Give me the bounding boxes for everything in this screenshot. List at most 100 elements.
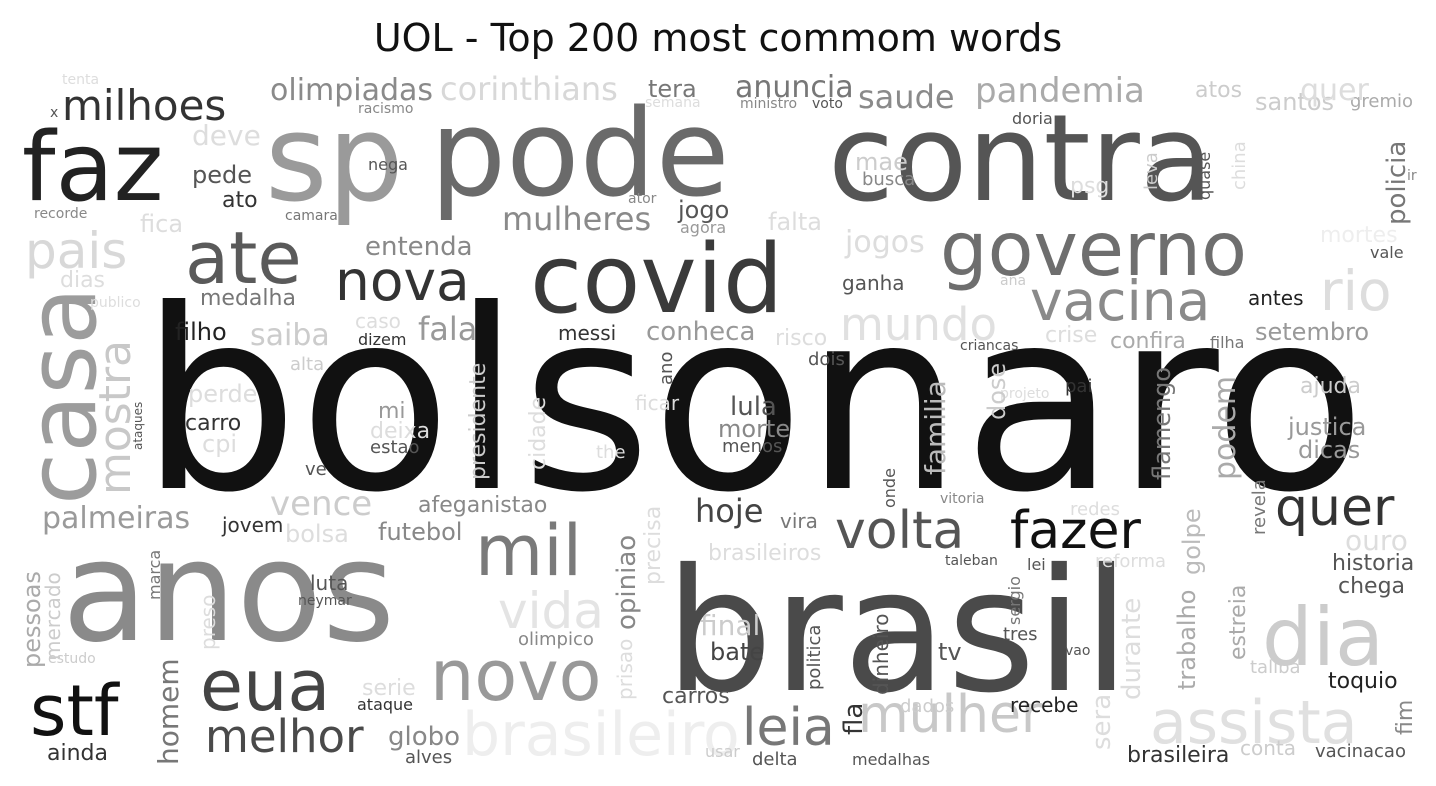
word-mil: mil [475,510,582,592]
word-flamengo: flamengo [1148,367,1176,480]
word-mercado: mercado [41,572,65,660]
word-governo: governo [940,205,1247,293]
word-quase: quase [1195,152,1214,200]
word-dados: dados [900,696,954,717]
word-ato: ato [222,188,258,213]
word-mae: mae [855,148,908,176]
word-durante: durante [1117,598,1147,700]
word-taliba: taliba [1250,657,1301,678]
word-mulher: mulher [858,685,1043,745]
word-fazer: fazer [1010,501,1141,561]
word-serie: serie [362,676,416,701]
word-preso: preso [196,595,220,650]
word-saiba: saiba [250,318,330,353]
word-tera: tera [648,75,697,103]
word-ministro: ministro [740,96,797,112]
word-gremio: gremio [1350,91,1413,112]
word-ir: ir [1407,168,1417,184]
word-ano: ano [656,352,677,385]
word-justica: justica [1287,413,1366,441]
word-racismo: racismo [358,101,413,117]
word-stf: stf [30,670,120,752]
word-faz: faz [22,113,164,223]
word-mostra: mostra [90,340,141,495]
word-usar: usar [705,742,740,761]
word-palmeiras: palmeiras [42,501,190,536]
word-tenta: tenta [62,72,99,88]
word-cidade: cidade [526,397,551,470]
word-santos: santos [1255,88,1334,116]
word-neymar: neymar [298,593,352,609]
word-corinthians: corinthians [440,70,618,108]
word-medalha: medalha [200,286,296,311]
word-leia: leia [742,698,835,758]
word-conta: conta [1240,736,1296,760]
word-pai: pai [1065,376,1092,397]
word-cpi: cpi [202,430,237,458]
word-pais: pais [25,222,127,280]
word-vida: vida [498,582,604,640]
word-the: the [596,442,626,463]
word-trabalho: trabalho [1173,590,1201,691]
word-jogos: jogos [844,225,925,260]
word-carro: carro [185,411,241,436]
word-novo: novo [430,635,601,717]
word-final: final [700,609,760,642]
word-ajuda: ajuda [1300,374,1361,399]
word-alta: alta [290,354,324,375]
word-anos: anos [62,511,395,674]
word-afeganistao: afeganistao [418,493,547,518]
word-falta: falta [768,208,822,236]
word-fica: fica [140,210,183,238]
word-marca: marca [145,550,164,600]
word-casa: casa [8,287,118,505]
word-pode: pode [430,85,730,224]
word-ator: ator [628,191,657,207]
word-vira: vira [780,509,818,533]
word-familia: familia [919,380,952,475]
word-luta: luta [310,571,348,595]
word-olimpico: olimpico [518,629,594,650]
word-china: china [1229,141,1250,190]
word-homem: homem [152,658,185,765]
word-projeto: projeto [1000,386,1049,402]
word-risco: risco [775,326,827,351]
word-filho: filho [175,318,227,346]
word-mortes: mortes [1320,223,1398,248]
word-menos: menos [722,436,782,457]
word-covid: covid [530,225,783,335]
word-ainda: ainda [47,741,108,766]
word-politica: politica [804,625,825,690]
word-confira: confira [1110,329,1186,354]
word-futebol: futebol [378,518,462,546]
word-rio: rio [1320,259,1392,323]
word-brasileiro: brasileiro [462,700,740,770]
word-entenda: entenda [365,232,473,262]
word-globo: globo [388,722,460,752]
word-atos: atos [1195,78,1242,103]
word-dois: dois [808,349,845,370]
word-alves: alves [405,747,452,768]
word-recorde: recorde [34,206,87,222]
word-conheca: conheca [646,317,755,347]
word-olimpiadas: olimpiadas [270,73,433,108]
word-vence: vence [270,484,372,524]
word-criancas: criancas [960,338,1018,354]
word-morte: morte [718,415,790,443]
word-vacinacao: vacinacao [1315,741,1406,762]
word-ficar: ficar [635,391,680,415]
word-sergio: sergio [1005,576,1024,625]
word-prisao: prisao [613,639,637,700]
word-antes: antes [1248,286,1304,310]
word-sp: sp [265,90,404,229]
word-agora: agora [680,218,726,237]
word-contra: contra [828,90,1213,229]
word-busca: busca [862,169,915,190]
word-bate: bate [710,638,764,666]
word-chega: chega [1338,574,1405,599]
word-setembro: setembro [1255,318,1369,346]
word-semana: semana [645,95,701,111]
word-dicas: dicas [1298,436,1360,464]
word-leva: leva [1141,152,1162,190]
